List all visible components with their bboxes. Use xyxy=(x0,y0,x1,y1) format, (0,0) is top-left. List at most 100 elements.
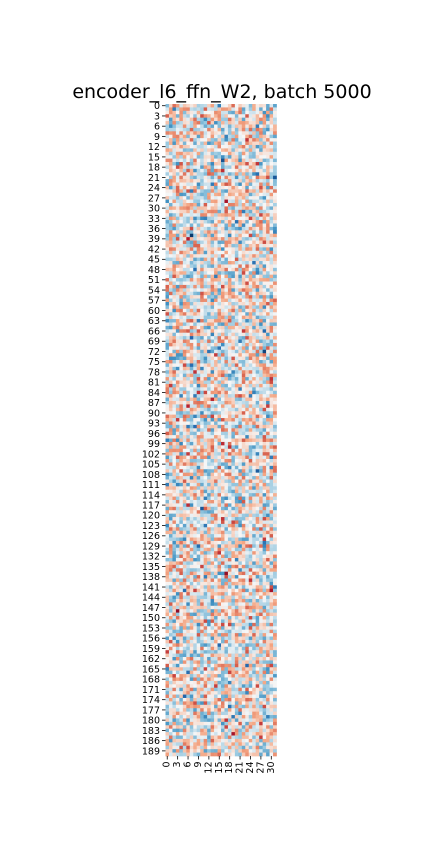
heatmap-cell xyxy=(179,281,184,286)
heatmap-cell xyxy=(227,612,232,617)
heatmap-cell xyxy=(203,441,208,446)
heatmap-cell xyxy=(175,158,180,163)
heatmap-cell xyxy=(248,353,253,357)
heatmap-cell xyxy=(273,353,277,357)
heatmap-cell xyxy=(238,356,243,361)
heatmap-cell xyxy=(262,243,267,248)
heatmap-cell xyxy=(221,575,225,579)
heatmap-cell xyxy=(224,370,229,375)
heatmap-cell xyxy=(193,110,198,115)
heatmap-cell xyxy=(269,226,274,231)
heatmap-cell xyxy=(234,233,239,238)
heatmap-cell xyxy=(262,254,267,258)
heatmap-cell xyxy=(165,257,170,262)
heatmap-cell xyxy=(269,612,274,617)
heatmap-cell xyxy=(168,240,173,245)
heatmap-cell xyxy=(196,452,201,456)
heatmap-cell xyxy=(262,274,267,279)
heatmap-cell xyxy=(186,110,191,115)
heatmap-cell xyxy=(231,540,236,545)
heatmap-cell xyxy=(165,295,170,299)
heatmap-cell xyxy=(196,257,201,262)
heatmap-cell xyxy=(224,513,229,518)
heatmap-cell xyxy=(179,353,184,357)
heatmap-cell xyxy=(241,353,246,357)
heatmap-cell xyxy=(262,578,267,583)
heatmap-cell xyxy=(175,479,180,484)
heatmap-cell xyxy=(266,421,270,426)
heatmap-cell xyxy=(234,459,239,463)
heatmap-cell xyxy=(193,517,198,521)
heatmap-cell xyxy=(266,148,270,153)
heatmap-cell xyxy=(168,322,173,327)
heatmap-cell xyxy=(172,534,177,538)
heatmap-cell xyxy=(269,482,274,487)
heatmap-cell xyxy=(266,226,270,231)
heatmap-cell xyxy=(179,554,184,559)
heatmap-cell xyxy=(179,127,184,132)
heatmap-cell xyxy=(231,298,236,303)
heatmap-cell xyxy=(269,172,274,177)
heatmap-cell xyxy=(269,452,274,456)
heatmap-cell xyxy=(193,237,198,241)
heatmap-cell xyxy=(165,175,170,180)
heatmap-cell xyxy=(165,250,170,255)
heatmap-cell xyxy=(273,220,277,224)
heatmap-cell xyxy=(269,144,274,149)
heatmap-cell xyxy=(200,291,205,296)
heatmap-cell xyxy=(165,455,170,460)
heatmap-cell xyxy=(238,418,243,422)
heatmap-cell xyxy=(224,452,229,456)
heatmap-cell xyxy=(221,209,225,214)
heatmap-cell xyxy=(172,240,177,245)
heatmap-cell xyxy=(168,595,173,600)
heatmap-cell xyxy=(186,254,191,258)
heatmap-cell xyxy=(207,175,211,180)
heatmap-cell xyxy=(234,114,239,119)
heatmap-cell xyxy=(248,377,253,381)
heatmap-cell xyxy=(262,353,267,357)
heatmap-cell xyxy=(238,414,243,419)
heatmap-cell xyxy=(168,148,173,153)
heatmap-cell xyxy=(255,151,260,156)
heatmap-cell xyxy=(196,172,201,177)
heatmap-cell xyxy=(255,288,260,293)
heatmap-cell xyxy=(214,489,218,494)
heatmap-cell xyxy=(210,366,215,371)
heatmap-cell xyxy=(172,155,177,159)
heatmap-cell xyxy=(210,428,215,433)
heatmap-cell xyxy=(210,360,215,364)
heatmap-cell xyxy=(172,325,177,330)
heatmap-cell xyxy=(175,127,180,132)
heatmap-cell xyxy=(224,431,229,436)
heatmap-cell xyxy=(273,438,277,443)
heatmap-cell xyxy=(214,564,218,569)
heatmap-cell xyxy=(196,305,201,310)
heatmap-cell xyxy=(266,455,270,460)
heatmap-cell xyxy=(266,540,270,545)
heatmap-cell xyxy=(241,312,246,316)
heatmap-cell xyxy=(207,131,211,136)
heatmap-cell xyxy=(241,349,246,354)
heatmap-cell xyxy=(231,342,236,347)
heatmap-cell xyxy=(179,476,184,480)
heatmap-cell xyxy=(210,329,215,334)
heatmap-cell xyxy=(234,510,239,514)
heatmap-cell xyxy=(231,605,236,610)
heatmap-cell xyxy=(234,397,239,402)
heatmap-cell xyxy=(203,595,208,600)
heatmap-cell xyxy=(241,192,246,197)
heatmap-cell xyxy=(200,534,205,538)
heatmap-cell xyxy=(200,168,205,173)
heatmap-cell xyxy=(238,513,243,518)
heatmap-cell xyxy=(234,339,239,344)
heatmap-cell xyxy=(255,216,260,221)
heatmap-cell xyxy=(231,243,236,248)
heatmap-cell xyxy=(221,301,225,306)
heatmap-cell xyxy=(273,530,277,535)
heatmap-cell xyxy=(172,486,177,491)
heatmap-cell xyxy=(255,261,260,265)
heatmap-cell xyxy=(210,220,215,224)
heatmap-cell xyxy=(245,452,250,456)
heatmap-cell xyxy=(238,428,243,433)
